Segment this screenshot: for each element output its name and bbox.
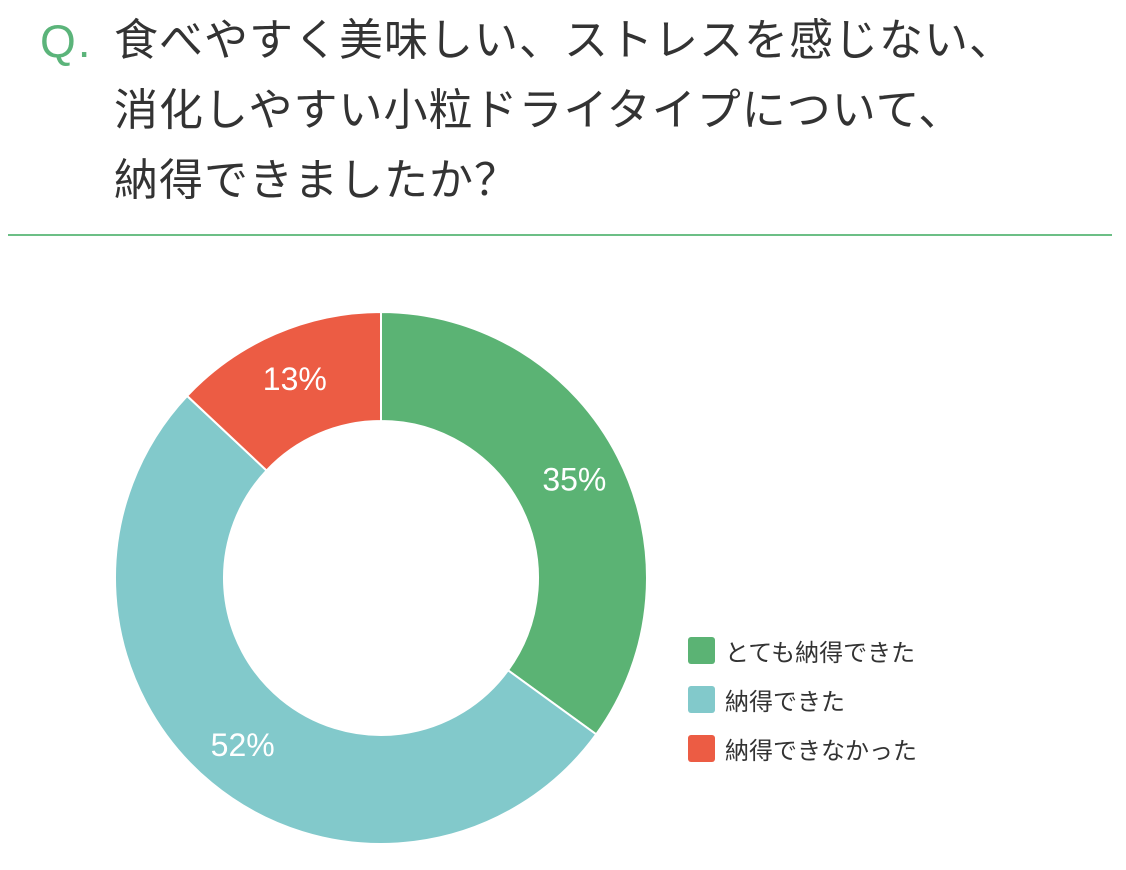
legend-label: 納得できた	[725, 687, 845, 716]
slice-percent-label: 35%	[542, 461, 606, 497]
chart-legend: とても納得できた 納得できた 納得できなかった	[688, 636, 917, 765]
slice-percent-label: 52%	[211, 727, 275, 763]
legend-item-very-satisfied: とても納得できた	[688, 636, 917, 667]
legend-swatch	[688, 734, 715, 762]
legend-swatch	[688, 685, 715, 713]
donut-chart: 35% 52% 13%	[114, 310, 648, 845]
question-text: 食べやすく美味しい、ストレスを感じない、 消化しやすい小粒ドライタイプについて、…	[114, 6, 1014, 216]
question-line-3: 納得できましたか？	[114, 155, 519, 206]
slice-very-satisfied	[380, 310, 648, 736]
question-marker: Q.	[40, 15, 93, 67]
legend-label: 納得できなかった	[725, 736, 917, 765]
question-line-2: 消化しやすい小粒ドライタイプについて、	[114, 85, 964, 136]
legend-swatch	[688, 636, 715, 664]
legend-label: とても納得できた	[725, 638, 916, 667]
section-divider	[8, 234, 1112, 236]
legend-item-satisfied: 納得できた	[688, 685, 917, 716]
question-block: Q. 食べやすく美味しい、ストレスを感じない、 消化しやすい小粒ドライタイプにつ…	[40, 6, 1100, 216]
legend-item-not-satisfied: 納得できなかった	[688, 734, 917, 765]
slice-satisfied	[114, 394, 598, 845]
chart-area: 35% 52% 13% とても納得できた 納得できた 納得できなかった	[0, 240, 1126, 870]
slice-percent-label: 13%	[263, 361, 327, 397]
question-line-1: 食べやすく美味しい、ストレスを感じない、	[114, 15, 1014, 66]
slice-not-satisfied	[185, 310, 382, 472]
